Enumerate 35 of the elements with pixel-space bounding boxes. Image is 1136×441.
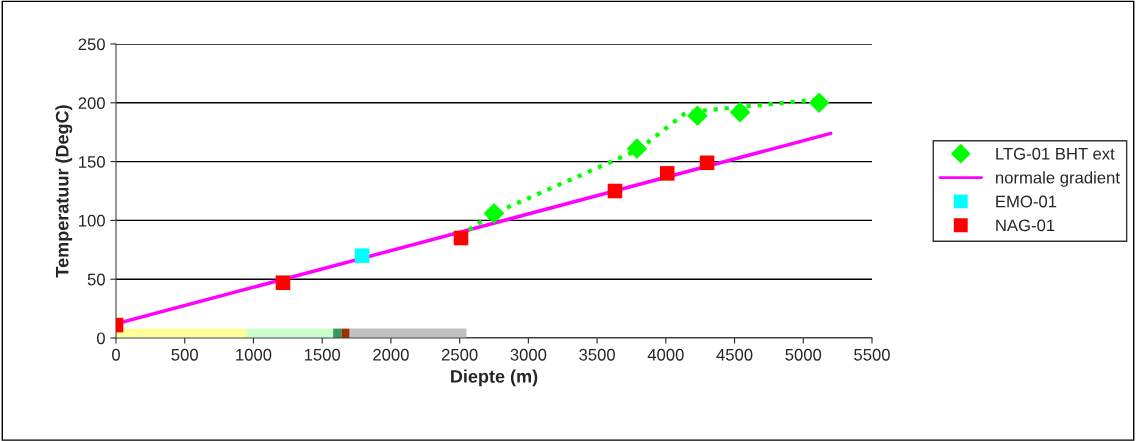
- legend-label: normale gradient: [996, 171, 1120, 187]
- point: [808, 92, 830, 114]
- x-tick-label: 4500: [716, 348, 753, 361]
- point: [483, 203, 505, 224]
- y-tick-label: 150: [79, 156, 105, 168]
- point: [659, 166, 675, 181]
- x-tick-label: 0: [112, 348, 120, 361]
- legend-label: NAG-01: [996, 219, 1055, 232]
- legend-label: LTG-01 BHT ext: [996, 147, 1115, 160]
- y-tick-label: 250: [78, 38, 105, 51]
- point: [354, 248, 370, 263]
- y-tick-label: 0: [96, 332, 105, 345]
- x-tick-label: 500: [171, 348, 198, 361]
- x-tick-label: 3500: [579, 348, 615, 361]
- point: [626, 138, 648, 159]
- x-tick-label: 5000: [785, 348, 822, 361]
- point: [607, 183, 623, 199]
- x-tick-label: 3000: [510, 348, 547, 361]
- y-tick-label: 200: [78, 97, 105, 109]
- point: [453, 230, 469, 246]
- x-axis-title: Diepte (m): [451, 369, 538, 387]
- y-tick-label: 100: [79, 214, 105, 227]
- y-axis-title: Temperatuur (DegC): [55, 105, 73, 278]
- x-tick-label: 4000: [647, 348, 684, 361]
- point: [687, 105, 708, 127]
- legend-label: EMO-01: [996, 195, 1057, 208]
- x-tick-label: 2000: [373, 348, 409, 361]
- point: [275, 275, 291, 291]
- x-tick-label: 1500: [304, 348, 341, 361]
- point: [699, 155, 715, 171]
- x-tick-label: 1000: [236, 348, 272, 361]
- y-tick-label: 50: [87, 273, 105, 286]
- x-tick-label: 5500: [854, 348, 890, 361]
- x-tick-label: 2500: [441, 348, 478, 361]
- point: [729, 101, 751, 123]
